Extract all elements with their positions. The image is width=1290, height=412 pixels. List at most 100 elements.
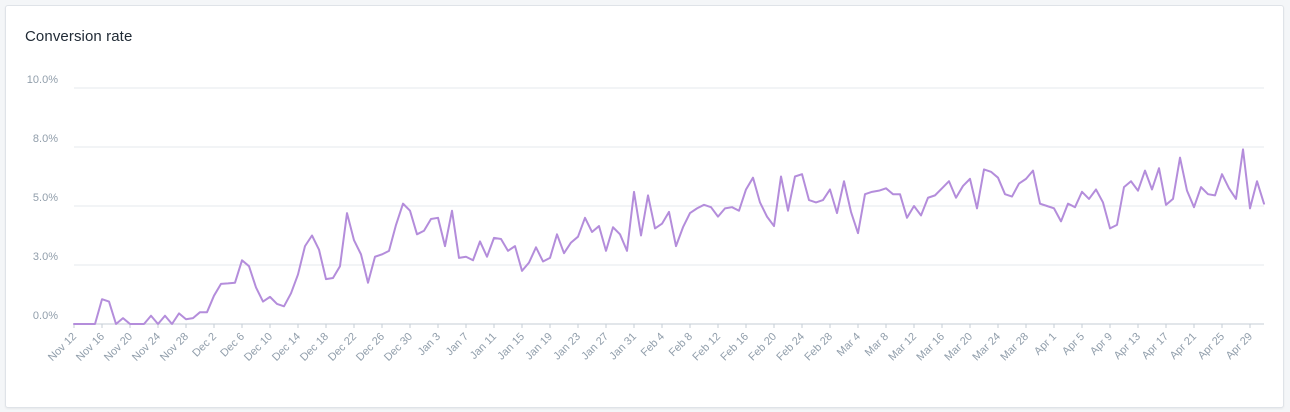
data-point[interactable] (190, 315, 196, 321)
data-point[interactable] (1240, 146, 1246, 152)
data-point[interactable] (617, 231, 623, 237)
data-point[interactable] (218, 281, 224, 287)
data-point[interactable] (596, 223, 602, 229)
data-point[interactable] (1254, 178, 1260, 184)
data-point[interactable] (1065, 201, 1071, 207)
data-point[interactable] (1170, 196, 1176, 202)
data-point[interactable] (183, 316, 189, 322)
data-point[interactable] (491, 235, 497, 241)
data-point[interactable] (1163, 202, 1169, 208)
data-point[interactable] (113, 321, 119, 327)
data-point[interactable] (1261, 201, 1267, 207)
data-point[interactable] (512, 243, 518, 249)
data-point[interactable] (533, 244, 539, 250)
data-point[interactable] (624, 248, 630, 254)
data-point[interactable] (414, 231, 420, 237)
data-point[interactable] (715, 214, 721, 220)
data-point[interactable] (736, 208, 742, 214)
data-point[interactable] (778, 174, 784, 180)
data-point[interactable] (701, 202, 707, 208)
data-point[interactable] (505, 248, 511, 254)
data-point[interactable] (1226, 185, 1232, 191)
data-point[interactable] (1037, 201, 1043, 207)
data-point[interactable] (603, 248, 609, 254)
data-point[interactable] (71, 321, 77, 327)
data-point[interactable] (890, 191, 896, 197)
data-point[interactable] (897, 191, 903, 197)
data-point[interactable] (1247, 205, 1253, 211)
data-point[interactable] (687, 210, 693, 216)
data-point[interactable] (981, 166, 987, 172)
data-point[interactable] (309, 233, 315, 239)
data-point[interactable] (386, 248, 392, 254)
data-point[interactable] (953, 195, 959, 201)
data-point[interactable] (869, 189, 875, 195)
data-point[interactable] (1072, 204, 1078, 210)
data-point[interactable] (1198, 184, 1204, 190)
data-point[interactable] (855, 230, 861, 236)
data-point[interactable] (400, 201, 406, 207)
data-point[interactable] (120, 315, 126, 321)
data-point[interactable] (1114, 222, 1120, 228)
data-point[interactable] (463, 254, 469, 260)
data-point[interactable] (799, 171, 805, 177)
data-point[interactable] (1205, 191, 1211, 197)
data-point[interactable] (1058, 218, 1064, 224)
data-point[interactable] (288, 290, 294, 296)
data-point[interactable] (589, 229, 595, 235)
data-point[interactable] (274, 301, 280, 307)
data-point[interactable] (680, 224, 686, 230)
data-point[interactable] (162, 313, 168, 319)
data-point[interactable] (806, 197, 812, 203)
data-point[interactable] (225, 280, 231, 286)
data-point[interactable] (988, 169, 994, 175)
data-point[interactable] (883, 185, 889, 191)
data-point[interactable] (631, 189, 637, 195)
data-point[interactable] (673, 243, 679, 249)
data-point[interactable] (106, 299, 112, 305)
data-point[interactable] (645, 192, 651, 198)
data-point[interactable] (253, 284, 259, 290)
data-point[interactable] (211, 293, 217, 299)
data-point[interactable] (666, 209, 672, 215)
data-point[interactable] (575, 234, 581, 240)
data-point[interactable] (547, 255, 553, 261)
data-point[interactable] (1177, 155, 1183, 161)
data-point[interactable] (568, 240, 574, 246)
data-point[interactable] (295, 271, 301, 277)
data-point[interactable] (148, 313, 154, 319)
data-point[interactable] (925, 195, 931, 201)
data-point[interactable] (393, 222, 399, 228)
data-point[interactable] (232, 280, 238, 286)
data-point[interactable] (1030, 168, 1036, 174)
data-point[interactable] (659, 221, 665, 227)
data-point[interactable] (1016, 181, 1022, 187)
data-point[interactable] (1009, 194, 1015, 200)
data-point[interactable] (820, 197, 826, 203)
data-point[interactable] (911, 203, 917, 209)
data-point[interactable] (1002, 191, 1008, 197)
data-point[interactable] (610, 224, 616, 230)
data-point[interactable] (708, 204, 714, 210)
data-point[interactable] (967, 176, 973, 182)
data-point[interactable] (995, 175, 1001, 181)
data-point[interactable] (834, 210, 840, 216)
data-point[interactable] (757, 199, 763, 205)
data-point[interactable] (379, 251, 385, 257)
data-point[interactable] (421, 228, 427, 234)
data-point[interactable] (78, 321, 84, 327)
data-point[interactable] (1079, 189, 1085, 195)
data-point[interactable] (1051, 205, 1057, 211)
data-point[interactable] (554, 231, 560, 237)
data-point[interactable] (1135, 188, 1141, 194)
data-point[interactable] (323, 276, 329, 282)
data-point[interactable] (1233, 196, 1239, 202)
data-point[interactable] (498, 236, 504, 242)
data-point[interactable] (526, 260, 532, 266)
data-point[interactable] (435, 215, 441, 221)
data-point[interactable] (176, 310, 182, 316)
data-point[interactable] (246, 263, 252, 269)
data-point[interactable] (1212, 192, 1218, 198)
data-point[interactable] (946, 178, 952, 184)
data-point[interactable] (1191, 204, 1197, 210)
